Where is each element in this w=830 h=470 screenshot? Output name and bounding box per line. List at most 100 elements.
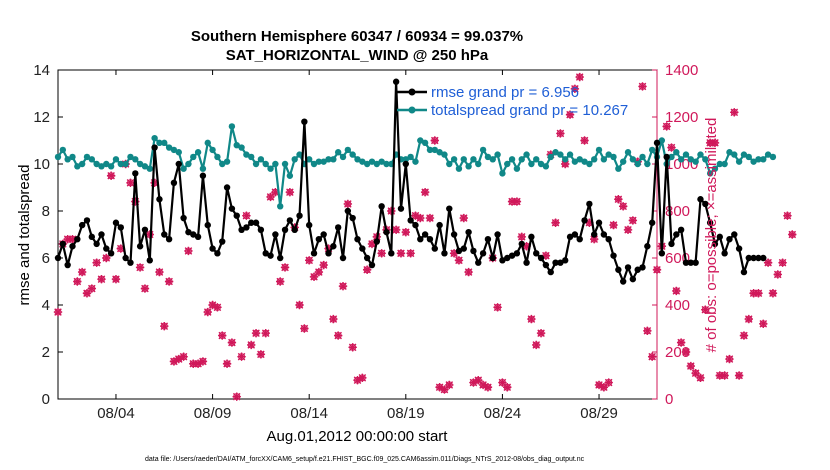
totalspread-point: [547, 153, 554, 161]
rmse-point: [136, 243, 144, 250]
totalspread-point: [518, 156, 525, 163]
obs-assimilated-marker: [652, 265, 662, 274]
obs-assimilated-marker: [68, 235, 77, 244]
totalspread-point: [513, 165, 521, 172]
obs-point: [788, 230, 797, 239]
obs-assimilated-marker: [705, 138, 715, 148]
rmse-point: [252, 219, 260, 226]
totalspread-point: [537, 160, 545, 168]
obs-assimilated-marker: [387, 206, 396, 216]
totalspread-point: [455, 165, 463, 172]
rmse-point: [151, 144, 158, 151]
obs-assimilated-marker: [189, 359, 198, 368]
totalspread-point: [760, 156, 767, 163]
obs-assimilated-marker: [300, 324, 309, 333]
obs-point: [701, 305, 710, 314]
obs-assimilated-marker: [329, 314, 338, 324]
rmse-point: [277, 254, 284, 262]
rmse-point: [523, 259, 530, 266]
obs-assimilated-marker: [623, 225, 633, 234]
obs-point: [527, 314, 536, 324]
rmse-point: [117, 224, 124, 231]
rmse-point: [88, 233, 96, 241]
rmse-point: [571, 231, 579, 238]
obs-assimilated-marker: [638, 82, 647, 91]
rmse-point: [605, 236, 612, 243]
totalspread-point: [209, 146, 216, 154]
obs-point: [242, 211, 251, 220]
obs-assimilated-marker: [561, 159, 570, 169]
rmse-point: [165, 236, 173, 243]
totalspread-point: [252, 160, 260, 168]
obs-point: [184, 246, 193, 256]
obs-assimilated-marker: [169, 357, 179, 366]
obs-point: [638, 82, 647, 91]
obs-assimilated-marker: [126, 178, 135, 187]
obs-assimilated-marker: [314, 267, 324, 277]
legend-spread-label: totalspread grand pr = 10.267: [431, 102, 628, 119]
totalspread-point: [407, 153, 414, 161]
obs-point: [406, 249, 415, 258]
x-tick-label: 08/24: [484, 405, 522, 422]
obs-assimilated-marker: [541, 251, 551, 260]
totalspread-point: [484, 153, 492, 161]
obs-assimilated-marker: [454, 256, 464, 265]
chart-subtitle: SAT_HORIZONTAL_WIND @ 250 hPa: [226, 47, 489, 64]
obs-assimilated-marker: [773, 270, 782, 279]
obs-assimilated-marker: [280, 263, 290, 272]
rmse-point: [629, 275, 637, 283]
obs-point: [580, 136, 589, 145]
obs-assimilated-marker: [420, 188, 430, 197]
obs-point: [720, 371, 729, 380]
rmse-point: [441, 250, 448, 257]
data-file-footnote: data file: /Users/raeder/DAI/ATM_forcXX/…: [145, 456, 585, 463]
totalspread-point: [441, 151, 448, 158]
rmse-point: [107, 250, 115, 257]
obs-point: [778, 258, 787, 267]
rmse-point: [310, 250, 318, 257]
obs-assimilated-marker: [82, 289, 92, 298]
x-axis-label: Aug.01,2012 00:00:00 start: [267, 428, 449, 445]
obs-point: [430, 136, 439, 145]
rmse-point: [407, 217, 414, 224]
rmse-point: [349, 214, 356, 222]
totalspread-point: [494, 151, 501, 158]
obs-point: [759, 319, 768, 328]
obs-point: [570, 84, 580, 93]
obs-assimilated-marker: [227, 338, 237, 347]
rmse-point: [576, 236, 583, 243]
obs-assimilated-marker: [309, 272, 319, 281]
y-left-tick-label: 6: [42, 250, 50, 267]
obs-assimilated-marker: [396, 249, 406, 258]
obs-point: [604, 378, 613, 387]
obs-assimilated-marker: [338, 282, 348, 291]
totalspread-point: [523, 151, 530, 158]
y-left-tick-label: 12: [33, 109, 50, 126]
obs-point: [266, 192, 275, 202]
obs-assimilated-marker: [135, 263, 145, 272]
obs-point: [783, 211, 792, 220]
totalspread-point: [151, 134, 158, 142]
rmse-point: [373, 238, 381, 245]
rmse-point: [484, 236, 492, 243]
totalspread-point: [88, 156, 96, 163]
rmse-point: [417, 236, 424, 243]
obs-assimilated-marker: [430, 136, 439, 145]
rmse-point: [122, 254, 129, 262]
rmse-point: [562, 257, 569, 264]
totalspread-point: [716, 160, 723, 168]
rmse-point: [624, 264, 632, 271]
totalspread-point: [78, 160, 86, 168]
totalspread-point: [615, 165, 622, 172]
rmse-point: [156, 196, 163, 203]
obs-point: [251, 329, 261, 338]
obs-assimilated-marker: [551, 218, 560, 227]
obs-assimilated-marker: [498, 378, 507, 387]
totalspread-point: [156, 139, 163, 147]
rmse-point: [455, 247, 463, 255]
obs-assimilated-marker: [367, 239, 377, 249]
obs-assimilated-marker: [218, 331, 227, 340]
obs-assimilated-marker: [701, 305, 710, 314]
totalspread-point: [610, 153, 617, 161]
obs-point: [256, 350, 266, 359]
